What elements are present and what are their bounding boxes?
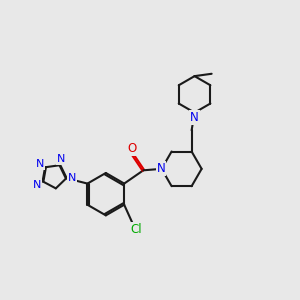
Text: N: N xyxy=(57,154,65,164)
Text: N: N xyxy=(157,162,165,175)
Text: N: N xyxy=(33,180,41,190)
Text: N: N xyxy=(35,159,44,169)
Text: Cl: Cl xyxy=(130,223,142,236)
Text: N: N xyxy=(68,173,76,183)
Text: N: N xyxy=(190,111,199,124)
Text: O: O xyxy=(128,142,137,155)
